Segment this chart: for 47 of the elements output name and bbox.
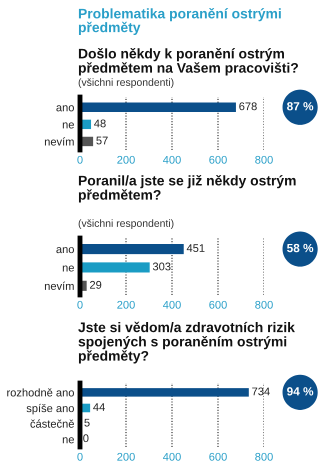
y-tick-label: ne xyxy=(62,437,74,444)
x-tick-label: 200 xyxy=(117,300,135,309)
data-label: 0 xyxy=(83,434,89,442)
y-tick-label: ano xyxy=(56,247,74,254)
x-tick-label: 400 xyxy=(162,452,181,461)
chart-title: Jste si vědom/a zdravotních rizik spojených s poraněním ostrými předměty? xyxy=(78,322,295,364)
x-tick-label: 200 xyxy=(117,156,135,164)
text: Problematika poranění ostrými předměty xyxy=(78,8,281,36)
x-tick-label: 0 xyxy=(77,452,83,461)
x-tick-label: 800 xyxy=(255,156,273,164)
data-label: 5 xyxy=(84,418,90,427)
bar xyxy=(80,244,184,254)
data-label: 57 xyxy=(96,136,108,144)
bar xyxy=(80,262,150,272)
chart-subtitle: (všichni respondenti) xyxy=(78,219,174,229)
y-tick-label: částečně xyxy=(30,419,74,428)
y-tick-label: ne xyxy=(62,265,74,272)
data-label: 29 xyxy=(90,280,102,289)
data-label: 44 xyxy=(93,403,105,411)
x-tick-label: 0 xyxy=(77,156,83,164)
x-tick-label: 400 xyxy=(162,156,181,164)
x-tick-label: 800 xyxy=(255,300,273,309)
x-tick-label: 0 xyxy=(77,300,83,309)
text: 94 % xyxy=(287,387,314,396)
x-tick-label: 600 xyxy=(209,156,227,164)
y-tick-label: spíše ano xyxy=(26,404,74,414)
x-tick-label: 400 xyxy=(162,300,181,309)
text: 58 % xyxy=(287,244,314,252)
data-label: 48 xyxy=(94,119,106,128)
y-tick-label: nevím xyxy=(44,282,74,290)
data-label: 303 xyxy=(152,262,171,270)
data-label: 734 xyxy=(252,387,270,396)
y-tick-label: rozhodně ano xyxy=(7,388,74,396)
data-label: 678 xyxy=(239,102,257,110)
chart-title: Poranil/a jste se již někdy ostrým předmětem? xyxy=(78,175,296,203)
x-tick-label: 600 xyxy=(209,300,227,309)
chart-subtitle: (všichni respondenti) xyxy=(78,78,174,88)
bar xyxy=(80,102,236,112)
y-tick-label: ano xyxy=(56,105,74,112)
y-tick-label: nevím xyxy=(44,137,74,146)
x-tick-label: 200 xyxy=(117,452,135,461)
x-tick-label: 800 xyxy=(255,452,273,461)
chart-title: Došlo někdy k poranění ostrým předmětem na Vašem pracovišti? xyxy=(78,48,298,76)
y-tick-label: ne xyxy=(62,122,74,128)
data-label: 451 xyxy=(186,244,205,252)
x-tick-label: 600 xyxy=(209,452,227,461)
text: 87 % xyxy=(287,102,314,110)
